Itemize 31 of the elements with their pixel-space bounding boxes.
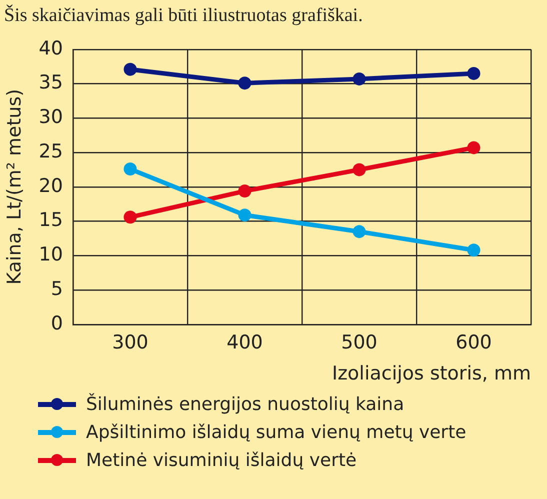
legend-label: Šiluminės energijos nuostolių kaina [86, 394, 404, 414]
point [124, 210, 137, 224]
point [238, 76, 252, 90]
point [467, 66, 480, 80]
y-tick-label: 15 [38, 209, 63, 232]
y-tick-label: 30 [38, 106, 63, 128]
y-tick-label: 25 [38, 140, 63, 162]
point [352, 225, 366, 238]
y-tick-label: 20 [38, 174, 63, 197]
point [238, 208, 252, 222]
x-tick-label: 600 [456, 332, 492, 354]
legend-label: Metinė visuminių išlaidų vertė [86, 450, 357, 470]
legend-label: Apšiltinimo išlaidų suma vienų metų verte [86, 422, 466, 442]
x-tick-label: 300 [112, 332, 148, 354]
point [124, 162, 137, 176]
point [467, 141, 480, 154]
y-tick-label: 40 [38, 37, 63, 60]
x-axis-title: Izoliacijos storis, mm [332, 362, 531, 385]
y-tick-label: 0 [50, 312, 63, 334]
x-tick-label: 400 [226, 332, 263, 354]
y-tick-label: 5 [50, 278, 63, 300]
point [352, 163, 366, 176]
y-tick-label: 10 [38, 244, 63, 266]
x-tick-label: 500 [341, 332, 378, 354]
point [352, 72, 366, 86]
point [124, 62, 137, 76]
y-tick-label: 35 [38, 72, 63, 94]
text: Šis skaičiavimas gali būti iliustruotas grafiškai. [3, 4, 364, 28]
point [467, 244, 480, 257]
y-axis-title: Kaina, Lt/(m² metus) [3, 88, 26, 285]
point [238, 184, 252, 198]
